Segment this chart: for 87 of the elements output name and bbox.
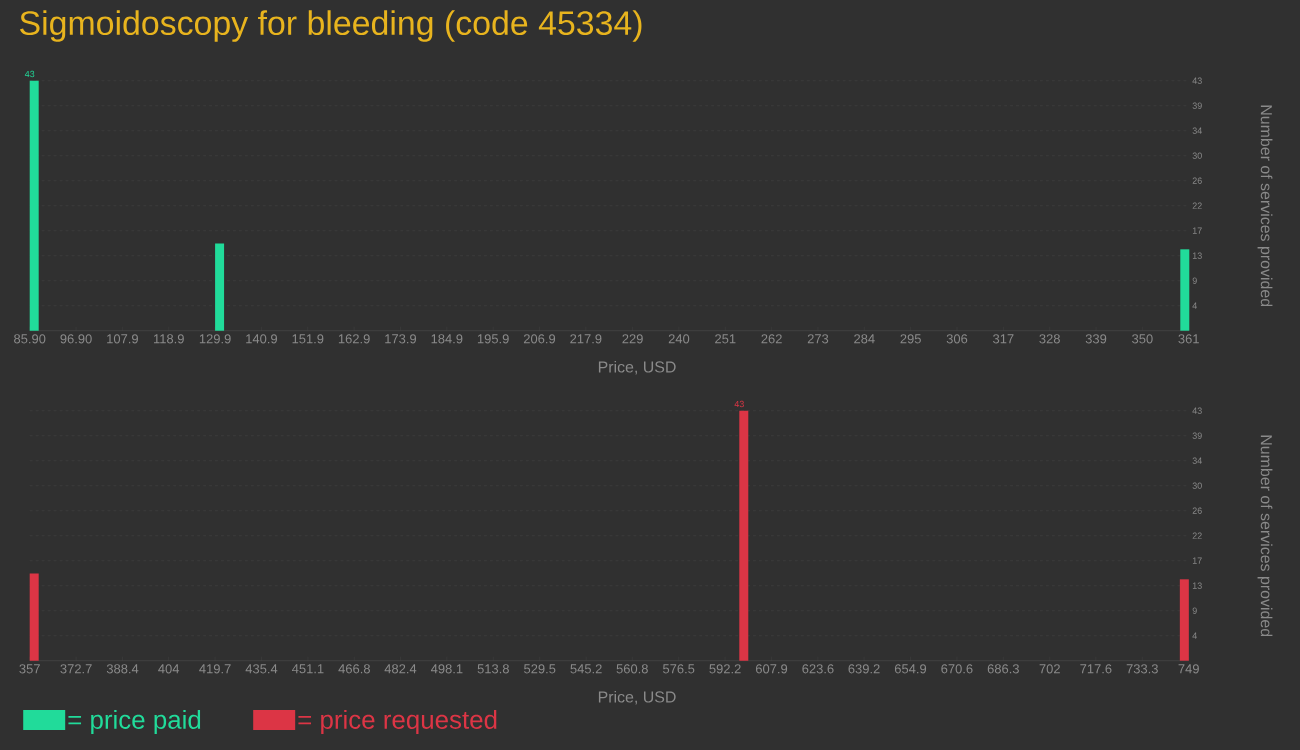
x-tick-label: 357	[19, 664, 40, 674]
y-tick-label: 30	[1192, 152, 1202, 159]
chart-title: Sigmoidoscopy for bleeding (code 45334)	[20, 10, 642, 42]
y-axis-title: Number of services provided	[1257, 435, 1273, 637]
x-tick-label: 749	[1178, 664, 1199, 674]
bar	[215, 243, 225, 331]
x-tick-label: 498.1	[430, 664, 463, 674]
x-tick-label: 173.9	[385, 334, 417, 344]
legend-label: = price requested	[298, 709, 497, 735]
x-tick-label: 545.2	[570, 664, 602, 674]
x-tick-label: 140.9	[246, 334, 278, 344]
y-tick-label: 9	[1192, 607, 1197, 614]
bar	[29, 80, 39, 331]
x-tick-label: 466.8	[338, 664, 370, 674]
x-axis-title: Price, USD	[598, 690, 676, 705]
x-tick-label: 85.90	[14, 334, 46, 344]
x-tick-label: 350	[1132, 334, 1153, 344]
x-tick-label: 686.3	[987, 664, 1019, 674]
x-tick-label: 702	[1039, 664, 1060, 674]
x-tick-label: 195.9	[477, 334, 509, 344]
data-label: 43	[734, 400, 744, 408]
x-axis-title: Price, USD	[598, 360, 676, 375]
x-tick-label: 151.9	[292, 334, 324, 344]
data-label: 43	[24, 70, 35, 78]
x-tick-label: 284	[854, 334, 875, 344]
x-tick-label: 217.9	[570, 334, 602, 344]
x-tick-label: 717.6	[1080, 664, 1112, 674]
y-tick-label: 43	[1192, 407, 1202, 414]
y-tick-label: 34	[1192, 127, 1202, 134]
x-tick-label: 118.9	[153, 334, 184, 344]
x-tick-label: 529.5	[524, 664, 556, 674]
y-tick-label: 4	[1192, 302, 1197, 309]
y-tick-label: 39	[1192, 432, 1202, 439]
y-tick-label: 4	[1192, 632, 1197, 639]
x-tick-label: 670.6	[941, 664, 973, 674]
x-tick-label: 240	[668, 334, 690, 344]
y-tick-label: 22	[1192, 202, 1202, 209]
x-tick-label: 96.90	[60, 334, 92, 344]
x-tick-label: 229	[622, 334, 643, 344]
y-tick-label: 30	[1192, 482, 1202, 489]
x-tick-label: 339	[1085, 334, 1107, 344]
x-tick-label: 372.7	[60, 664, 92, 674]
x-tick-label: 184.9	[431, 334, 463, 344]
x-tick-label: 328	[1039, 334, 1060, 344]
y-tick-label: 17	[1192, 227, 1202, 234]
y-tick-label: 39	[1192, 102, 1202, 109]
x-tick-label: 576.5	[662, 664, 695, 674]
x-tick-label: 273	[807, 334, 829, 344]
x-tick-label: 388.4	[106, 664, 139, 674]
bar	[29, 573, 39, 661]
x-tick-label: 206.9	[523, 334, 556, 344]
x-tick-label: 639.2	[848, 664, 880, 674]
x-tick-label: 592.2	[709, 664, 741, 674]
x-tick-label: 607.9	[755, 664, 788, 674]
y-tick-label: 13	[1192, 252, 1202, 259]
x-tick-label: 262	[761, 334, 782, 344]
y-tick-label: 22	[1192, 532, 1202, 539]
y-tick-label: 17	[1192, 557, 1202, 564]
y-tick-label: 34	[1192, 457, 1202, 464]
x-tick-label: 404	[158, 664, 180, 674]
x-tick-label: 129.9	[199, 334, 231, 344]
y-tick-label: 43	[1192, 77, 1202, 84]
x-tick-label: 361	[1178, 334, 1199, 344]
y-tick-label: 26	[1192, 507, 1202, 514]
x-tick-label: 435.4	[245, 664, 278, 674]
x-tick-label: 451.1	[292, 664, 324, 674]
x-tick-label: 107.9	[107, 334, 138, 344]
x-tick-label: 251	[715, 334, 736, 344]
x-tick-label: 623.6	[802, 664, 834, 674]
y-tick-label: 13	[1192, 582, 1202, 589]
legend-label: = price paid	[68, 709, 201, 735]
x-tick-label: 306	[946, 334, 968, 344]
x-tick-label: 482.4	[384, 664, 417, 674]
x-tick-label: 419.7	[199, 664, 231, 674]
y-tick-label: 26	[1192, 177, 1202, 184]
x-tick-label: 513.8	[477, 664, 509, 674]
x-tick-label: 733.3	[1126, 664, 1158, 674]
bar	[739, 410, 749, 661]
x-tick-label: 317	[993, 334, 1014, 344]
x-tick-label: 654.9	[894, 664, 927, 674]
y-tick-label: 9	[1192, 277, 1197, 284]
bar	[1179, 579, 1189, 661]
x-tick-label: 162.9	[338, 334, 370, 344]
bar	[1180, 249, 1190, 331]
y-axis-title: Number of services provided	[1257, 105, 1273, 307]
x-tick-label: 295	[900, 334, 921, 344]
x-tick-label: 560.8	[616, 664, 648, 674]
